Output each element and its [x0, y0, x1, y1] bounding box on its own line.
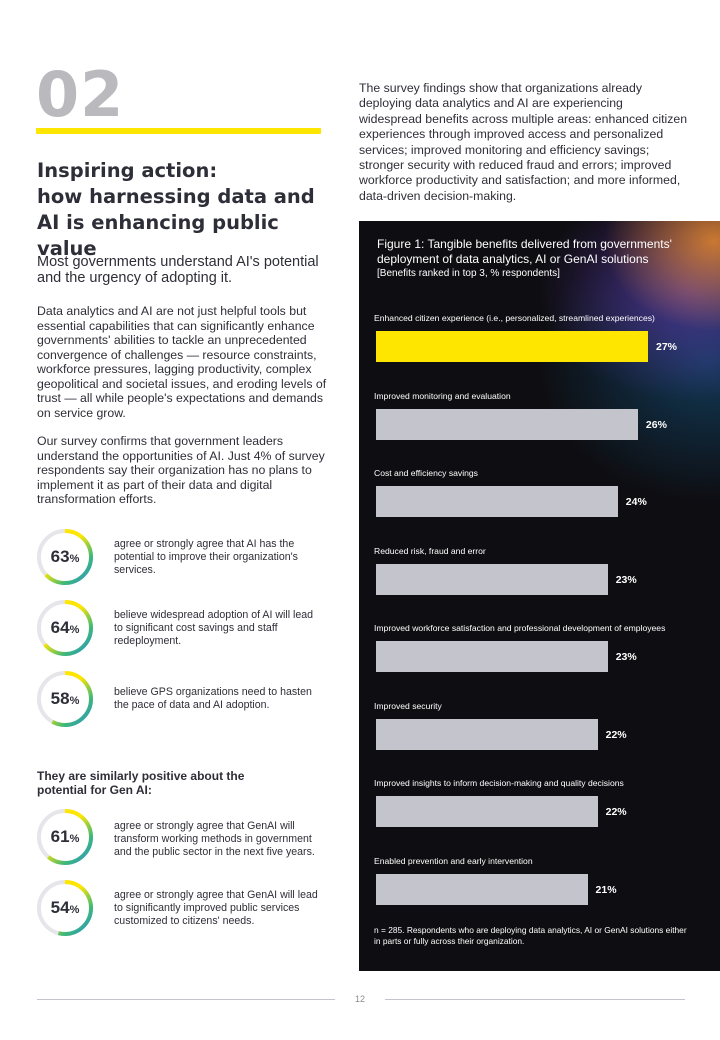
stat-description: agree or strongly agree that GenAI will … [114, 820, 315, 858]
stat-description: agree or strongly agree that GenAI will … [114, 889, 318, 927]
stat-value: 54% [50, 898, 80, 917]
donut-chart: 63% [35, 527, 95, 587]
donut-ring [37, 880, 93, 936]
bar-label: Improved security [374, 700, 442, 711]
bar-value-label: 22% [605, 728, 627, 741]
donut-arc [37, 880, 93, 936]
bar-label: Enabled prevention and early interventio… [374, 855, 533, 866]
donut-arc [37, 671, 93, 727]
donut-arc [37, 529, 93, 585]
stat-item: 54% agree or strongly agree that GenAI w… [35, 878, 335, 942]
body-paragraph: Our survey confirms that government lead… [37, 434, 325, 506]
bar [376, 331, 648, 362]
bar-value-label: 23% [615, 651, 637, 663]
chart-note: n = 285. Respondents who are deploying d… [374, 925, 687, 946]
donut-ring [37, 600, 93, 656]
bar-value-label: 26% [645, 418, 667, 431]
bar-label: Enhanced citizen experience (i.e., perso… [374, 313, 655, 323]
bar [376, 563, 608, 595]
stat-value: 61% [50, 827, 80, 846]
heading-line: how harnessing data and [37, 185, 315, 208]
figure-chart: Figure 1: Tangible benefits delivered fr… [359, 221, 720, 971]
stat-description: agree or strongly agree that AI has the … [114, 538, 298, 576]
lead-paragraph: Most governments understand AI's potenti… [37, 254, 319, 286]
stat-description: believe widespread adoption of AI will l… [114, 609, 314, 647]
bar-label: Cost and efficiency savings [374, 468, 478, 478]
chart-title: Figure 1: Tangible benefits delivered fr… [377, 237, 672, 266]
bar-label: Reduced risk, fraud and error [374, 545, 486, 556]
donut-arc [37, 809, 93, 865]
donut-chart: 54% [35, 878, 95, 938]
bar-value-label: 23% [615, 573, 637, 586]
donut-chart: 64% [35, 598, 95, 658]
stat-item: 63% agree or strongly agree that AI has … [35, 527, 335, 591]
heading-line: Inspiring action: [37, 159, 218, 182]
stat-value: 63% [50, 547, 80, 566]
donut-arc [37, 600, 93, 656]
donut-ring [37, 809, 93, 865]
bar [376, 873, 588, 905]
donut-ring [37, 529, 93, 585]
bar-label: Improved monitoring and evaluation [374, 390, 511, 401]
bar-value-label: 22% [605, 806, 627, 818]
page-number: 12 [354, 994, 365, 1004]
heading-line: AI is enhancing public value [37, 211, 279, 260]
bar [376, 408, 638, 440]
bar [376, 641, 608, 672]
bar-value-label: 21% [595, 883, 617, 896]
section-heading: Inspiring action: how harnessing data an… [37, 158, 327, 262]
bar-value-label: 24% [625, 496, 647, 508]
bar [376, 718, 598, 750]
stat-item: 61% agree or strongly agree that GenAI w… [35, 807, 335, 871]
stat-item: 58% believe GPS organizations need to ha… [35, 669, 335, 733]
footer-rule [385, 999, 685, 1000]
donut-chart: 58% [35, 669, 95, 729]
section-number: 02 [36, 58, 125, 131]
bar [376, 796, 598, 827]
bar-label: Improved workforce satisfaction and prof… [374, 623, 666, 633]
stat-value: 58% [50, 689, 80, 708]
section-divider [36, 128, 321, 134]
body-paragraph: Data analytics and AI are not just helpf… [37, 304, 327, 420]
stat-value: 64% [50, 618, 80, 637]
genai-heading: They are similarly positive about the po… [37, 769, 245, 797]
bar-label: Improved insights to inform decision-mak… [374, 778, 624, 788]
stat-description: believe GPS organizations need to hasten… [114, 686, 312, 711]
intro-paragraph: The survey findings show that organizati… [359, 81, 688, 203]
chart-subtitle: [Benefits ranked in top 3, % respondents… [377, 268, 560, 279]
donut-chart: 61% [35, 807, 95, 867]
footer-rule [37, 999, 335, 1000]
bar-value-label: 27% [656, 341, 678, 353]
bar [376, 486, 618, 517]
donut-ring [37, 671, 93, 727]
stat-item: 64% believe widespread adoption of AI wi… [35, 598, 335, 662]
